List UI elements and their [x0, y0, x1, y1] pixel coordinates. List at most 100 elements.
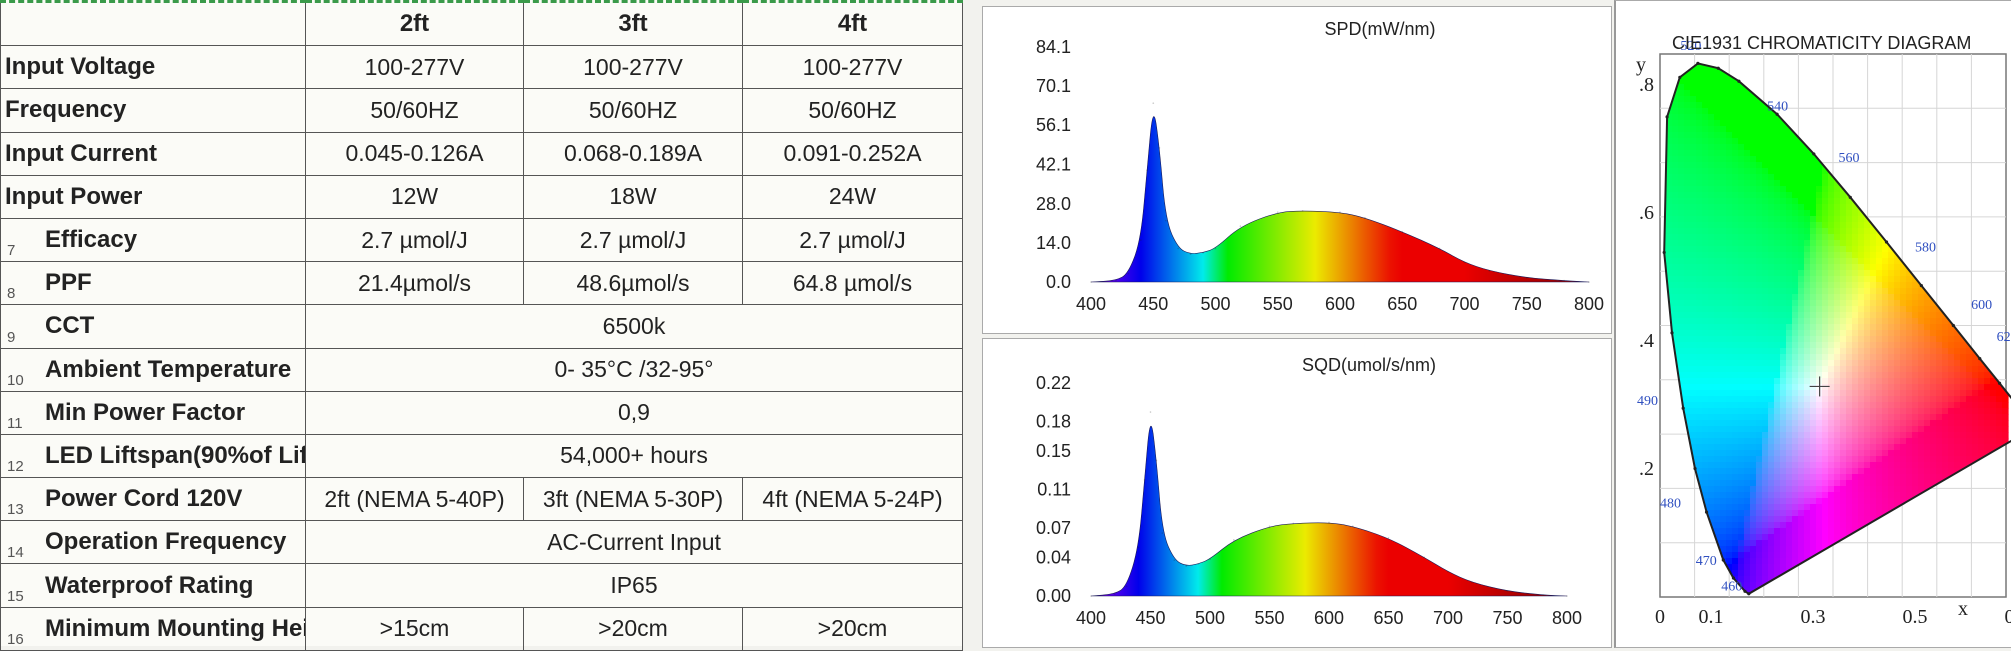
wavelength-label: 470	[1696, 554, 1717, 569]
table-cell: 64.8 µmol/s	[743, 262, 963, 305]
row-number: 12	[7, 458, 24, 475]
data-point	[1174, 559, 1176, 561]
table-cell: >15cm	[306, 607, 524, 650]
data-point	[1447, 571, 1449, 573]
x-tick-label: 550	[1254, 608, 1284, 628]
data-point	[1215, 248, 1217, 250]
data-point	[1489, 270, 1491, 272]
x-tick-label: 800	[1574, 294, 1604, 314]
table-cell: IP65	[306, 564, 963, 607]
y-tick-label: 28.0	[1036, 194, 1071, 214]
wavelength-label: 580	[1915, 240, 1936, 255]
y-tick-label: 0.04	[1036, 547, 1071, 567]
x-tick-label: 650	[1373, 608, 1403, 628]
table-cell: 50/60HZ	[306, 89, 524, 132]
row-number: 10	[7, 372, 24, 389]
table-cell: >20cm	[524, 607, 743, 650]
locus-point	[1670, 331, 1673, 334]
data-point	[1115, 280, 1117, 282]
y-axis-label: y	[1636, 54, 1646, 76]
x-tick-label: 0.7	[2005, 606, 2011, 628]
data-point	[1339, 211, 1341, 213]
data-point	[1126, 586, 1128, 588]
x-tick-label: 0.3	[1801, 606, 1826, 628]
y-tick-label: 0.22	[1036, 373, 1071, 393]
row-label-text: Min Power Factor	[45, 399, 245, 426]
chart-title: CIE1931 CHROMATICITY DIAGRAM	[1672, 33, 1971, 53]
data-point	[1471, 582, 1473, 584]
wavelength-label: 540	[1767, 100, 1788, 115]
wavelength-label: 460	[1721, 580, 1742, 595]
data-point	[1464, 262, 1466, 264]
locus-point	[1663, 251, 1666, 254]
row-label-text: Frequency	[5, 96, 126, 123]
table-cell: 2ft (NEMA 5-40P)	[306, 478, 524, 521]
locus-point	[1812, 152, 1815, 155]
x-axis-label: x	[1958, 598, 1968, 620]
table-row: 10 Ambient Temperature 0- 35°C /32-95°	[1, 348, 963, 391]
data-point	[1138, 547, 1140, 549]
table-cell: 3ft (NEMA 5-30P)	[524, 478, 743, 521]
table-cell: 100-277V	[306, 46, 524, 89]
x-tick-label: 0.5	[1903, 606, 1928, 628]
table-cell: 12W	[306, 175, 524, 218]
data-point	[1423, 556, 1425, 558]
data-point	[1566, 595, 1568, 597]
y-tick-label: 84.1	[1036, 37, 1071, 57]
wavelength-label: 620	[1997, 330, 2011, 345]
x-tick-label: 550	[1263, 294, 1293, 314]
data-point	[1364, 217, 1366, 219]
row-label: 10 Ambient Temperature	[1, 348, 306, 391]
table-cell: 50/60HZ	[743, 89, 963, 132]
y-tick-label: 0.11	[1037, 480, 1071, 500]
y-tick-label: 0.0	[1046, 272, 1071, 292]
wavelength-label: 560	[1839, 151, 1860, 166]
table-cell: 48.6µmol/s	[524, 262, 743, 305]
locus-point	[1952, 324, 1955, 327]
row-number: 9	[7, 329, 15, 346]
row-number: 15	[7, 588, 24, 605]
data-point	[1388, 537, 1390, 539]
row-label: Input Voltage	[1, 46, 306, 89]
row-label-text: Efficacy	[45, 226, 137, 253]
table-cell: 2.7 µmol/J	[524, 218, 743, 261]
y-tick-label: 0.15	[1036, 441, 1071, 461]
row-label: Frequency	[1, 89, 306, 132]
spd-chart: SPD(mW/nm)0.014.028.042.156.170.184.1400…	[983, 7, 1611, 333]
data-point	[1293, 523, 1295, 525]
table-cell: 2.7 µmol/J	[306, 218, 524, 261]
row-label: Input Power	[1, 175, 306, 218]
sqd-chart: SQD(umol/s/nm)0.000.040.070.110.150.180.…	[983, 339, 1611, 647]
y-tick-label: 0.00	[1036, 586, 1071, 606]
table-cell: 2.7 µmol/J	[743, 218, 963, 261]
row-label-text: Ambient Temperature	[45, 356, 291, 383]
x-tick-label: 450	[1138, 294, 1168, 314]
table-cell: 21.4µmol/s	[306, 262, 524, 305]
column-header: 2ft	[306, 2, 524, 46]
locus-point	[1705, 510, 1708, 513]
chart-title: SPD(mW/nm)	[1325, 19, 1436, 39]
locus-point	[1747, 592, 1750, 595]
data-point	[1144, 479, 1146, 481]
table-cell: 0- 35°C /32-95°	[306, 348, 963, 391]
locus-point	[1678, 76, 1681, 79]
x-tick-label: 400	[1076, 294, 1106, 314]
x-tick-label: 0	[1655, 606, 1665, 628]
x-tick-label: 0.1	[1699, 606, 1724, 628]
data-point	[1090, 281, 1092, 283]
y-tick-label: .2	[1639, 458, 1654, 480]
row-label-text: PPF	[45, 269, 92, 296]
x-tick-label: 600	[1325, 294, 1355, 314]
